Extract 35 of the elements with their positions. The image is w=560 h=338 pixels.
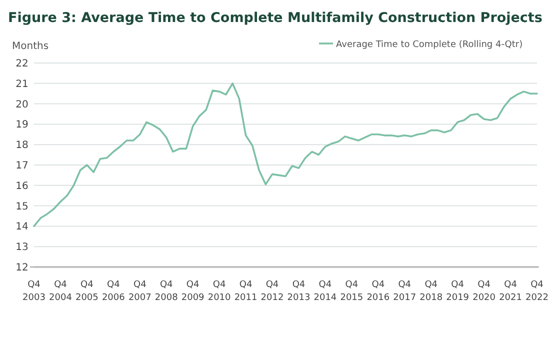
y-tick-label: 18 [16,140,28,152]
y-axis-title: Months [12,41,49,52]
x-tick-label: Q4 2012 [260,280,284,303]
x-tick-label: Q4 2011 [234,280,258,303]
x-tick-label: Q4 2015 [340,280,364,303]
y-tick-label: 22 [16,58,28,70]
y-tick-label: 17 [16,160,28,172]
line-series [33,82,538,228]
y-tick-label: 19 [16,120,28,131]
x-tick-label: Q4 2004 [49,280,72,303]
x-tick-label: Q4 2019 [446,280,470,303]
y-tick-label: 15 [16,201,28,212]
x-tick-label: Q4 2018 [420,280,443,303]
x-tick-label: Q4 2016 [366,280,390,303]
x-tick-label: Q4 2022 [526,280,548,303]
x-tick-label: Q4 2020 [472,280,496,303]
y-tick-label: 13 [16,242,28,254]
x-tick-label: Q4 2003 [22,280,46,303]
x-tick-label: Q4 2009 [181,280,205,303]
y-tick-label: 20 [16,99,28,110]
x-tick-label: Q4 2014 [314,280,337,303]
y-tick-label: 12 [16,262,28,274]
x-tick-label: Q4 2005 [75,280,98,303]
x-tick-label: Q4 2017 [393,280,416,303]
x-tick-label: Q4 2010 [208,280,232,303]
x-tick-label: Q4 2007 [128,280,152,303]
y-tick-label: 21 [16,78,28,90]
x-tick-label: Q4 2021 [499,280,522,303]
chart-title: Figure 3: Average Time to Complete Multifamily Construction Projects [8,10,542,26]
y-tick-label: 14 [16,222,28,233]
x-tick-label: Q4 2013 [287,280,310,303]
x-tick-label: Q4 2006 [102,280,126,303]
x-tick-label: Q4 2008 [154,280,178,303]
y-tick-label: 16 [16,180,28,192]
legend-label: Average Time to Complete (Rolling 4-Qtr) [336,40,523,50]
